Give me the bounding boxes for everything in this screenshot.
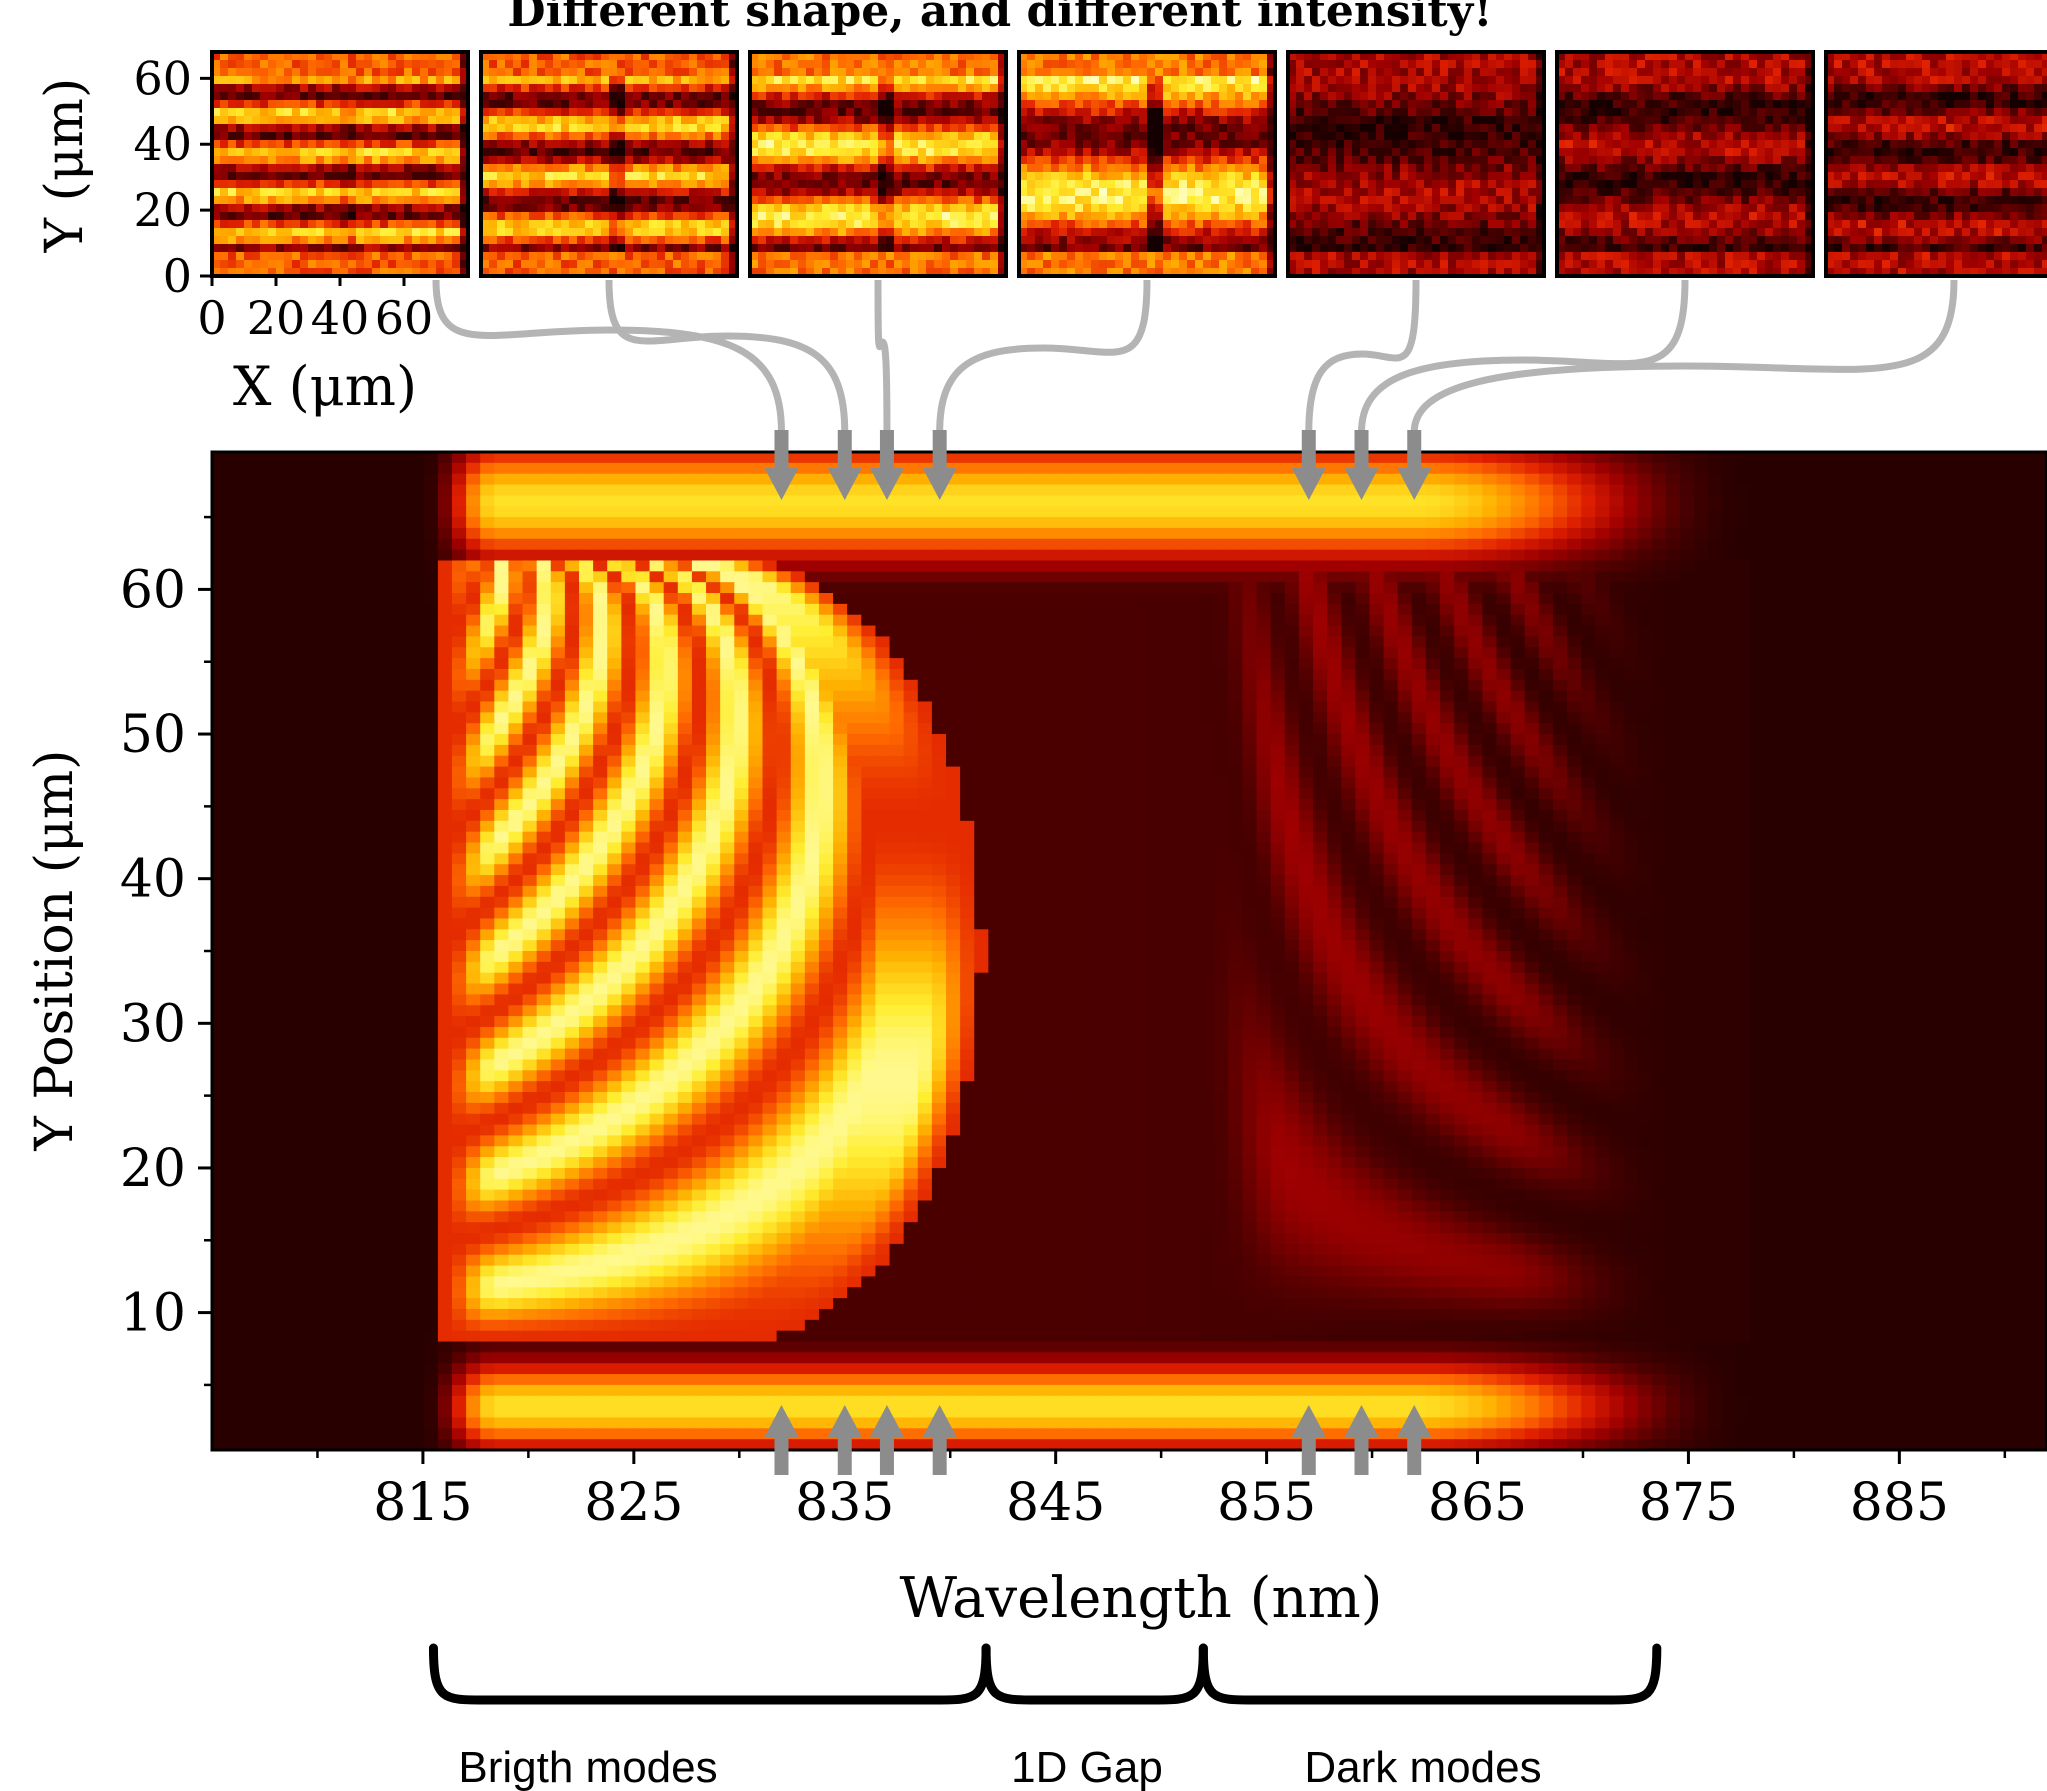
mode-arrows [764, 430, 1432, 1475]
inset-x-tick-label: 60 [375, 291, 434, 345]
inset-frame [479, 50, 739, 278]
x-tick-label: 885 [1850, 1473, 1949, 1533]
x-axis-label: Wavelength (nm) [899, 1566, 1382, 1631]
connector-line [874, 279, 891, 433]
mode-arrow-down [1291, 430, 1326, 500]
mode-connectors [432, 279, 1958, 433]
mode-arrow-up [764, 1405, 799, 1475]
connector-line [1305, 279, 1420, 433]
mode-arrow-up [869, 1405, 904, 1475]
inset-y-tick-label: 0 [163, 249, 192, 303]
y-axis-label: Y Position (μm) [25, 750, 85, 1152]
mode-arrow-up [1397, 1405, 1432, 1475]
y-tick-label: 30 [120, 994, 186, 1054]
inset-frame [1286, 50, 1546, 278]
inset-panel [212, 52, 468, 276]
label-1d-gap: 1D Gap [1011, 1743, 1163, 1791]
inset-y-tick-label: 40 [133, 117, 192, 171]
y-tick-label: 10 [120, 1284, 186, 1344]
inset-y-tick-label: 20 [133, 183, 192, 237]
y-tick-label: 20 [120, 1139, 186, 1199]
label-dark-modes: Dark modes [1304, 1743, 1541, 1791]
inset-panel [1826, 52, 2047, 276]
connector-line [432, 279, 785, 433]
inset-panel [1019, 52, 1275, 276]
region-brace [1198, 1643, 1662, 1705]
mode-arrow-up [1291, 1405, 1326, 1475]
inset-y-axis-label: Y (μm) [35, 78, 95, 254]
region-brace [428, 1643, 991, 1705]
x-tick-label: 835 [795, 1473, 894, 1533]
y-tick-label: 50 [120, 705, 186, 765]
x-tick-label: 855 [1217, 1473, 1316, 1533]
mode-arrow-up [922, 1405, 957, 1475]
inset-x-tick-label: 0 [197, 291, 226, 345]
connector-line [605, 279, 849, 433]
main-axes: 815 825 835 845 855 865 875 885 10 20 30 40 50 60 [120, 515, 2007, 1533]
x-tick-label: 845 [1006, 1473, 1105, 1533]
inset-x-tick-label: 20 [247, 291, 306, 345]
mode-arrow-up [827, 1405, 862, 1475]
mode-arrow-down [1344, 430, 1379, 500]
label-bright-modes: Brigth modes [458, 1743, 717, 1791]
inset-panel [1288, 52, 1544, 276]
inset-x-axis-label: X (μm) [233, 355, 417, 418]
x-tick-label: 825 [584, 1473, 683, 1533]
mode-arrow-up [1344, 1405, 1379, 1475]
inset-x-tick-label: 40 [311, 291, 370, 345]
inset-panels [210, 50, 2047, 278]
mode-arrow-down [922, 430, 957, 500]
x-tick-label: 865 [1428, 1473, 1527, 1533]
y-tick-label: 40 [120, 850, 186, 910]
inset-y-tick-label: 60 [133, 51, 192, 105]
connector-line [936, 279, 1151, 433]
y-tick-label: 60 [120, 560, 186, 620]
mode-arrow-down [869, 430, 904, 500]
mode-arrow-down [827, 430, 862, 500]
inset-panel [1557, 52, 1813, 276]
mode-arrow-down [764, 430, 799, 500]
mode-arrow-down [1397, 430, 1432, 500]
region-brace [981, 1643, 1208, 1705]
region-braces [428, 1643, 1662, 1705]
inset-panel [750, 52, 1006, 276]
chart-title: Different shape, and different intensity… [507, 0, 1492, 37]
x-tick-label: 815 [373, 1473, 472, 1533]
inset-frame [1824, 50, 2047, 278]
x-tick-label: 875 [1639, 1473, 1738, 1533]
inset-frame [1555, 50, 1815, 278]
inset-panel [481, 52, 737, 276]
inset-frame [748, 50, 1008, 278]
heatmap-main [212, 452, 2047, 1451]
connector-line [1358, 279, 1689, 433]
inset-frame [1017, 50, 1277, 278]
connector-line [1410, 279, 1958, 433]
